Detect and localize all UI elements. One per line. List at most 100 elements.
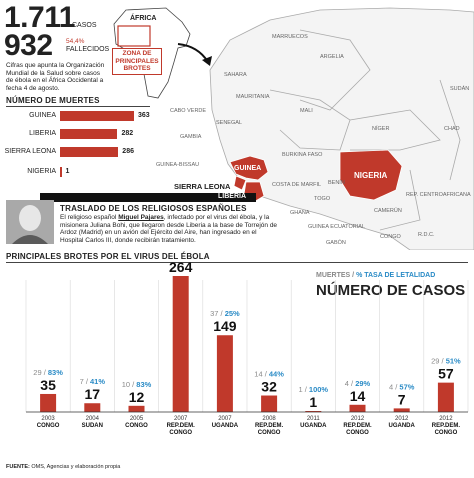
bar-value-label: 149 [213, 318, 237, 334]
legend-rate: % TASA DE LETALIDAD [356, 272, 436, 279]
bar [349, 404, 366, 412]
bar [216, 335, 233, 412]
x-tick-place: REP.DEM. [167, 423, 196, 429]
chart-legend: MUERTES / % TASA DE LETALIDAD [316, 272, 435, 279]
bar [40, 393, 57, 412]
bar-rate-label: 41% [90, 377, 105, 386]
transfer-text-before: El religioso español [60, 214, 119, 221]
deaths-row-country: LIBERIA [29, 130, 56, 137]
x-tick-year: 2003 [41, 416, 55, 422]
bar-value-label: 17 [85, 386, 101, 402]
bar-deaths-rate-label: 29 / 51% [431, 357, 461, 366]
map-border-cameroon [379, 169, 421, 231]
legend-sep: / [350, 272, 357, 279]
x-tick-year: 2012 [439, 416, 453, 422]
bar [305, 411, 322, 412]
map-border-chad [439, 79, 461, 181]
sierra-leone-shape [233, 175, 247, 191]
deaths-row-value: 282 [121, 130, 134, 137]
bar-rate-label: 25% [225, 309, 240, 318]
x-tick-year: 2007 [174, 416, 188, 422]
bar-deaths-label: 4 / [389, 382, 399, 391]
bar-rate-label: 83% [136, 380, 151, 389]
outbreaks-title-rule [6, 262, 468, 263]
map-label-sahara: SAHARA [224, 72, 247, 78]
person-photo-icon [6, 200, 54, 244]
bar-deaths-rate-label: 37 / 25% [210, 309, 240, 318]
x-tick-year: 2012 [351, 416, 365, 422]
x-tick-year: 2007 [218, 416, 232, 422]
x-tick-year: 2012 [395, 416, 409, 422]
x-tick-year: 2005 [130, 416, 144, 422]
map-border-algeria [299, 29, 371, 111]
bar-rate-label: 29% [355, 379, 370, 388]
x-tick-place: REP.DEM. [432, 423, 461, 429]
map-label-guinea-ecuatorial: GUINEA ECUATORIAL [308, 224, 365, 230]
map-label-congo: CONGO [380, 234, 402, 240]
bar-deaths-rate-label: 7 / 41% [80, 377, 106, 386]
deaths-value: 932 [4, 29, 53, 62]
bar [172, 276, 189, 412]
bar-value-label: 57 [438, 366, 454, 382]
transfer-title: TRASLADO DE LOS RELIGIOSOS ESPAÑOLES [60, 204, 247, 213]
map-land [209, 7, 474, 250]
bar-deaths-rate-label: 29 / 83% [33, 368, 63, 377]
x-tick-place: CONGO [37, 423, 60, 429]
bar-value-label: 35 [40, 377, 56, 393]
map-label-marruecos: MARRUECOS [272, 34, 308, 40]
footer-text: OMS, Agencias y elaboración propia [31, 464, 121, 470]
bar-rate-label: 44% [269, 370, 284, 379]
map-label-togo: TOGO [314, 196, 331, 202]
map-label-guinea: GUINEA [234, 165, 261, 172]
bar-deaths-rate-label: 14 / 44% [254, 370, 284, 379]
bar-value-label: 1 [309, 394, 317, 410]
bar-rate-label: 83% [48, 368, 63, 377]
deaths-label: FALLECIDOS [66, 46, 110, 53]
bar-deaths-rate-label: 4 / 57% [389, 382, 415, 391]
legend-deaths: MUERTES [316, 272, 351, 279]
map-label-gabon: GABÓN [326, 239, 346, 246]
map-border-mali [269, 89, 351, 151]
x-tick-place: UGANDA [389, 423, 416, 429]
deaths-row-bar [60, 167, 62, 177]
bar-deaths-label: 29 / [431, 357, 446, 366]
map-label-gambia: GAMBIA [180, 134, 202, 140]
x-tick-place: CONGO [346, 430, 369, 436]
transfer-text-after: , infectado por el virus del ébola, y la… [60, 214, 278, 244]
map-label-senegal: SENEGAL [216, 120, 242, 126]
liberia-banner-label: LIBERIA [218, 193, 246, 200]
bar-deaths-label: 29 / [33, 368, 48, 377]
map-label-sudan: SUDÁN [450, 85, 469, 92]
deaths-row-country: GUINEA [29, 112, 56, 119]
map-label-benin: BENÍN [328, 179, 345, 186]
footer: FUENTE: OMS, Agencias y elaboración prop… [6, 464, 120, 470]
sierra-leone-label: SIERRA LEONA [174, 182, 231, 191]
deaths-row-country: NIGERIA [27, 168, 56, 175]
deaths-rows: GUINEA 363 LIBERIA 282 SIERRA LEONA 286 … [0, 110, 160, 182]
x-tick-year: 2004 [86, 416, 100, 422]
x-tick-place: UGANDA [212, 423, 239, 429]
x-tick-year: 2008 [262, 416, 276, 422]
zone-label-box: ZONA DE PRINCIPALES BROTES [112, 48, 162, 75]
bar-deaths-label: 14 / [254, 370, 269, 379]
deaths-pct: 54,4% [66, 38, 85, 45]
x-tick-place: CONGO [169, 430, 192, 436]
map-label-costa-marfil: COSTA DE MARFIL [272, 182, 321, 188]
deaths-row-bar [60, 147, 119, 157]
nigeria-shape [339, 149, 403, 201]
deaths-row-bar [60, 129, 118, 139]
deaths-row: SIERRA LEONA 286 [0, 146, 160, 160]
deaths-title-rule [6, 106, 150, 107]
bar [437, 382, 454, 412]
cases-value: 1.711 [4, 1, 75, 34]
bar-rate-label: 57% [399, 382, 414, 391]
map-label-niger: NÍGER [372, 125, 389, 132]
cases-label: CASOS [72, 22, 97, 29]
deaths-row: NIGERIA 1 [0, 166, 160, 180]
x-tick-place: SUDAN [82, 423, 103, 429]
outbreaks-title: PRINCIPALES BROTES POR EL VIRUS DEL ÉBOL… [6, 252, 210, 261]
bar-deaths-rate-label: 1 / 100% [298, 385, 328, 394]
deaths-row-value: 1 [65, 168, 70, 175]
header-note: Cifras que apunta la Organización Mundia… [6, 62, 105, 92]
